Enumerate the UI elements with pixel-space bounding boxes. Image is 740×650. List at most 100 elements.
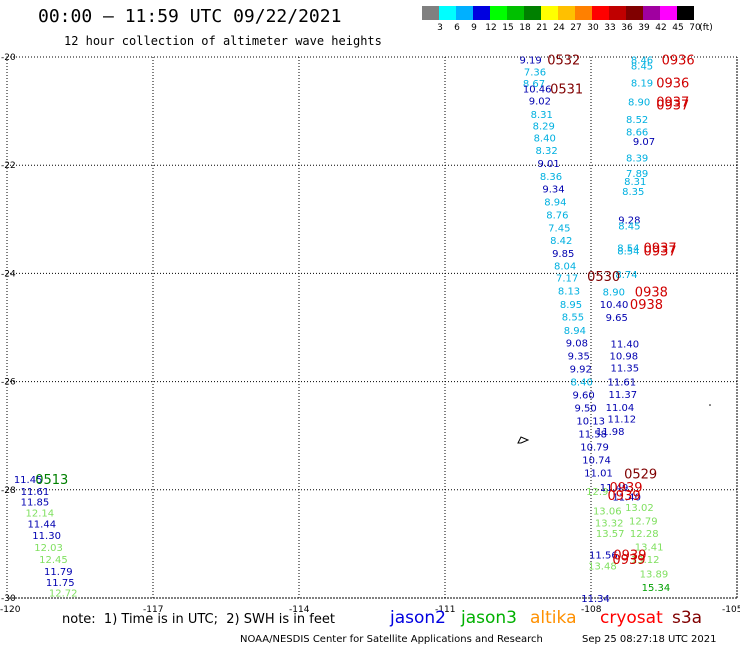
color-scale-label: 12 [485,23,497,33]
color-swatch [575,6,592,20]
pass-time-label: 0531 [550,82,583,97]
wave-height-value: 8.55 [562,313,584,324]
wave-height-value: 11.04 [606,403,635,414]
wave-height-value: 11.85 [21,498,50,509]
color-scale-label: 42 [655,23,667,33]
color-scale-label: 6 [454,23,460,33]
wave-height-value: 11.37 [609,390,638,401]
wave-height-value: 7.89 [626,169,648,180]
generated-timestamp: Sep 25 08:27:18 UTC 2021 [582,634,717,645]
pass-time-label: 0939 [612,553,645,568]
wave-height-value: 12.72 [49,589,78,600]
color-scale-label: 30 [587,23,599,33]
wave-height-value: 8.52 [626,115,648,126]
pass-time-label: 0939 [609,481,642,496]
wave-height-value: 7.36 [524,68,546,79]
wave-height-value: 12.03 [34,543,63,554]
island-outline [517,404,711,444]
wave-height-value: 10.13 [576,417,605,428]
pass-time-label: 0939 [613,549,646,564]
wave-height-value: 8.45 [618,221,640,232]
wave-height-value: 9.65 [606,313,628,324]
wave-height-value: 11.40 [612,492,641,503]
color-swatch [592,6,609,20]
color-swatch [490,6,507,20]
longitude-label: -114 [289,605,310,615]
color-scale-label: 36 [621,23,633,33]
wave-height-value: 12.14 [25,509,54,520]
pass-time-label: 0937 [644,241,677,256]
wave-height-value: 8.39 [626,154,648,165]
wave-height-value: 8.66 [626,128,648,139]
satellite-label: altika [530,608,577,628]
wave-height-value: 8.90 [628,97,650,108]
latitude-label: -20 [1,53,16,63]
wave-height-value: 9.34 [542,184,564,195]
wave-height-value: 7.17 [556,274,578,285]
wave-height-value: 11.79 [44,567,73,578]
page-title: 00:00 – 11:59 UTC 09/22/2021 [38,6,342,27]
pass-time-label: 0937 [656,95,689,110]
wave-height-value: 11.01 [584,468,613,479]
wave-height-value: 10.46 [523,84,552,95]
color-scale-label: 70 [689,23,701,33]
wave-height-value: 11.61 [21,487,50,498]
satellite-label: cryosat [600,608,663,628]
wave-height-value: 9.28 [618,215,640,226]
satellite-label: jason2 [390,608,446,628]
wave-height-values: 9.197.368.6710.469.028.318.298.408.329.0… [14,56,670,605]
wave-height-value: 8.04 [554,261,576,272]
wave-height-value: 8.42 [550,236,572,247]
longitude-label: -105 [722,605,740,615]
wave-height-value: 11.98 [596,427,625,438]
wave-height-value: 12.45 [39,555,68,566]
color-swatch [677,6,694,20]
color-scale-label: 45 [672,23,684,33]
wave-height-value: 11.58 [578,430,607,441]
wave-height-value: 8.94 [544,197,566,208]
pass-time-label: 0513 [35,473,68,488]
color-scale-label: 27 [570,23,582,33]
wave-height-value: 15.34 [642,583,671,594]
latitude-label: -30 [1,594,16,604]
pass-time-label: 0939 [608,489,641,504]
wave-height-value: 8.54 [617,243,639,254]
color-swatch [422,6,439,20]
color-swatch [541,6,558,20]
wave-height-value: 8.35 [622,187,644,198]
wave-height-value: 8.94 [564,326,586,337]
wave-height-value: 13.89 [640,570,669,581]
wave-height-value: 8.95 [560,300,582,311]
color-swatch [643,6,660,20]
wave-height-value: 11.30 [32,531,61,542]
latitude-label: -28 [1,486,16,496]
color-swatch [558,6,575,20]
wave-height-value: 8.46 [631,56,653,67]
satellite-label: s3a [672,608,703,628]
color-scale-label: 21 [536,23,548,33]
page-subtitle: 12 hour collection of altimeter wave hei… [64,34,382,48]
wave-height-value: 8.45 [631,62,653,73]
wave-height-value: 13.06 [593,506,622,517]
wave-height-value: 9.07 [633,137,655,148]
pass-time-label: 0532 [547,54,580,69]
wave-height-value: 8.29 [533,122,555,133]
color-scale-label: 18 [519,23,531,33]
wave-height-value: 9.08 [566,339,588,350]
color-swatch [507,6,524,20]
wave-height-value: 13.02 [625,503,654,514]
wave-height-value: 10.74 [582,456,611,467]
wave-height-value: 8.74 [615,270,637,281]
wave-height-value: 8.19 [631,78,653,89]
wave-height-value: 8.13 [558,287,580,298]
color-scale-label: 39 [638,23,650,33]
wave-height-value: 10.98 [609,352,638,363]
wave-height-value: 13.57 [596,529,625,540]
wave-height-value: 9.60 [573,391,595,402]
small-island-dot [709,404,711,406]
wave-height-value: 9.19 [519,56,541,67]
color-swatch [524,6,541,20]
island-shape [517,436,530,444]
